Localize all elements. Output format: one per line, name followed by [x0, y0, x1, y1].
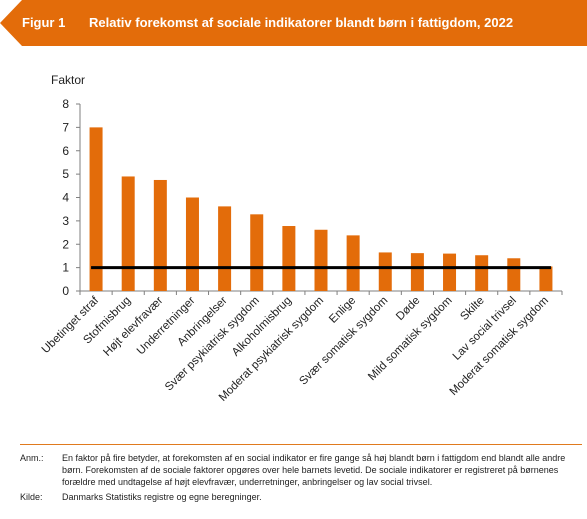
chart-title: Relativ forekomst af sociale indikatorer… [89, 15, 514, 30]
bar [282, 226, 296, 291]
header-banner-shape [0, 0, 587, 46]
note-anm-text: En faktor på fire betyder, at forekomste… [62, 453, 566, 487]
bar [346, 235, 360, 291]
category-label: Døde [394, 295, 422, 323]
bar [539, 266, 553, 291]
y-tick-label: 5 [62, 167, 69, 181]
y-tick-label: 8 [62, 97, 69, 111]
category-label: Enlige [327, 295, 358, 326]
category-label: Underretninger [135, 295, 198, 358]
note-kilde-text: Danmarks Statistiks registre og egne ber… [62, 492, 262, 502]
bar [89, 127, 103, 291]
y-tick-label: 3 [62, 214, 69, 228]
bar-chart: Faktor 0 1 2 3 4 5 6 7 8 Ubetinget strafStofmisbr… [40, 73, 563, 404]
bars-layer [89, 127, 553, 291]
category-label: Ubetinget straf [40, 294, 102, 356]
bar [185, 197, 199, 291]
figure-label: Figur 1 [22, 15, 66, 30]
bar [443, 253, 457, 291]
bar [475, 255, 489, 291]
bar [121, 176, 135, 291]
notes-divider [20, 444, 582, 445]
y-tick-label: 4 [62, 191, 69, 205]
figure-header: Figur 1 Relativ forekomst af sociale ind… [0, 0, 587, 46]
category-label: Skilte [458, 295, 486, 323]
y-tick-label: 1 [62, 261, 69, 275]
note-kilde-label: Kilde: [20, 492, 43, 502]
y-axis-label: Faktor [51, 73, 85, 87]
note-annotation: Anm.: En faktor på fire betyder, at fore… [20, 452, 582, 488]
bar [507, 258, 521, 291]
y-tick-label: 6 [62, 144, 69, 158]
y-tick-label: 0 [62, 284, 69, 298]
y-tick-label: 2 [62, 237, 69, 251]
bar [218, 206, 232, 291]
bar [250, 214, 264, 291]
bar [378, 252, 392, 291]
y-tick-label: 7 [62, 120, 69, 134]
note-anm-label: Anm.: [20, 453, 44, 463]
bar [314, 229, 328, 291]
bar [153, 179, 167, 291]
bar [410, 253, 424, 291]
note-source: Kilde: Danmarks Statistiks registre og e… [20, 491, 582, 505]
